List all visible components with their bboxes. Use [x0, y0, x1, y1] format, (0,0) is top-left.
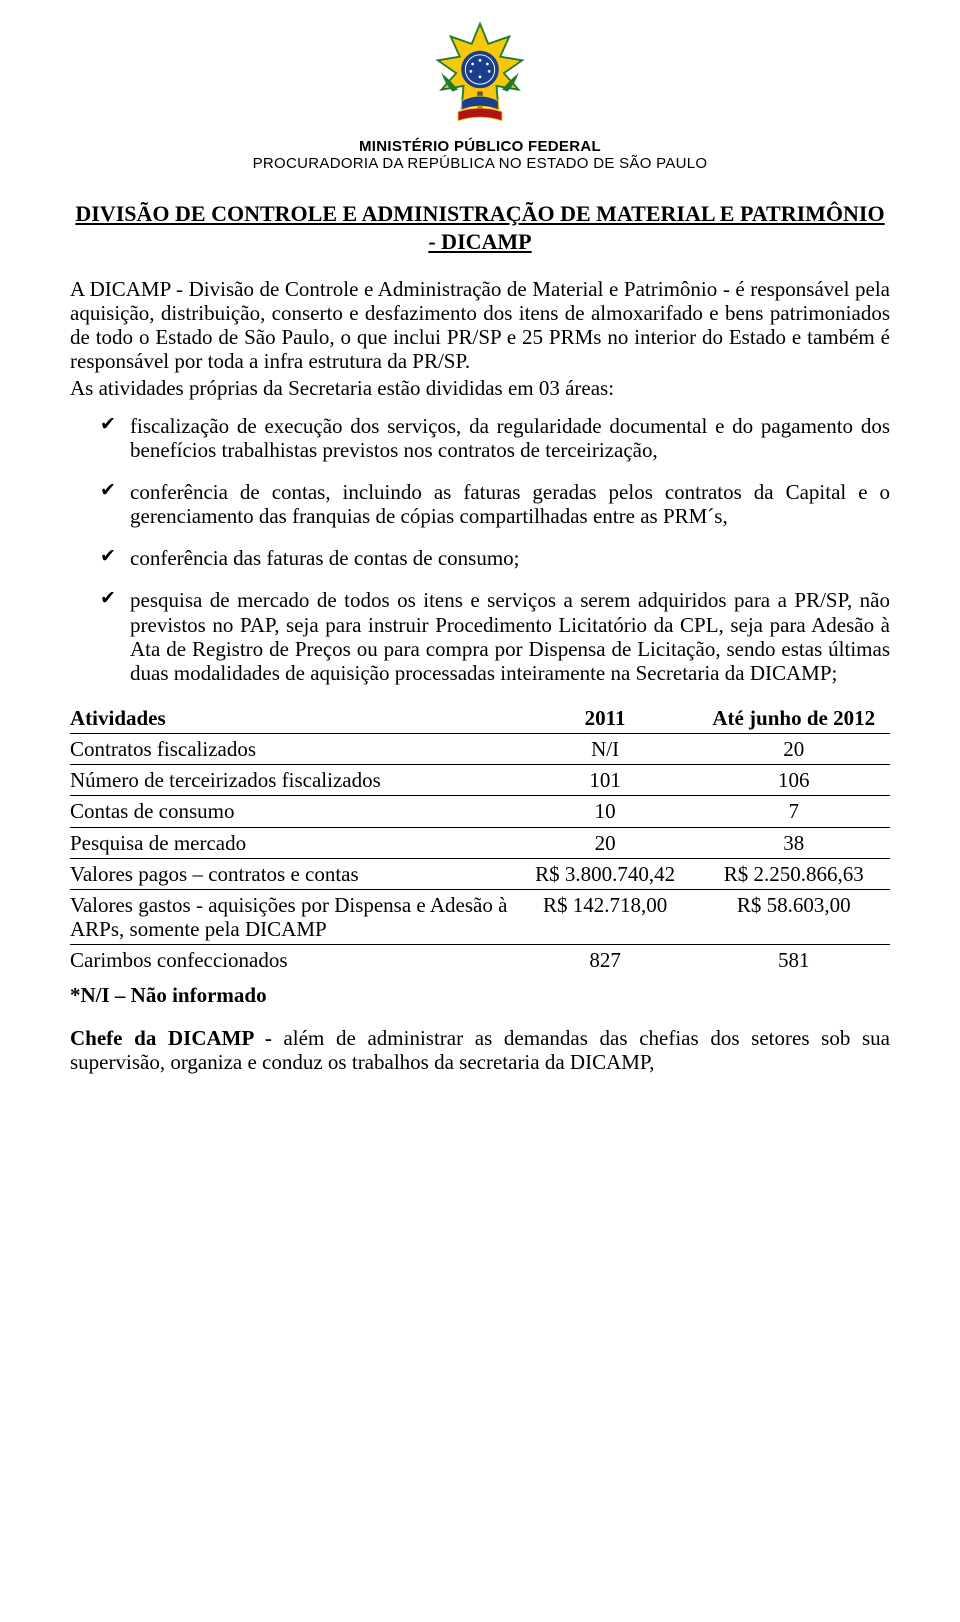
list-item: conferência de contas, incluindo as fatu…: [108, 480, 890, 528]
cell-value-2012: 106: [701, 765, 890, 796]
list-item: conferência das faturas de contas de con…: [108, 546, 890, 570]
intro-paragraph-2: As atividades próprias da Secretaria est…: [70, 376, 890, 400]
cell-value-2011: N/I: [513, 734, 702, 765]
table-row: Pesquisa de mercado2038: [70, 827, 890, 858]
brazil-coat-of-arms-icon: [425, 20, 535, 130]
activities-table: Atividades 2011 Até junho de 2012 Contra…: [70, 703, 890, 975]
cell-value-2011: 20: [513, 827, 702, 858]
list-item: pesquisa de mercado de todos os itens e …: [108, 588, 890, 685]
cell-value-2012: 20: [701, 734, 890, 765]
cell-value-2011: 827: [513, 945, 702, 976]
table-row: Valores gastos - aquisições por Dispensa…: [70, 889, 890, 944]
cell-activity-label: Contratos fiscalizados: [70, 734, 513, 765]
table-row: Contratos fiscalizadosN/I20: [70, 734, 890, 765]
table-header-row: Atividades 2011 Até junho de 2012: [70, 703, 890, 734]
column-header-activity: Atividades: [70, 703, 513, 734]
closing-bold-lead: Chefe da DICAMP -: [70, 1026, 283, 1050]
cell-value-2012: R$ 58.603,00: [701, 889, 890, 944]
closing-paragraph: Chefe da DICAMP - além de administrar as…: [70, 1026, 890, 1074]
cell-activity-label: Carimbos confeccionados: [70, 945, 513, 976]
cell-activity-label: Número de terceirizados fiscalizados: [70, 765, 513, 796]
cell-activity-label: Pesquisa de mercado: [70, 827, 513, 858]
cell-value-2011: R$ 142.718,00: [513, 889, 702, 944]
cell-value-2011: 101: [513, 765, 702, 796]
list-item: fiscalização de execução dos serviços, d…: [108, 414, 890, 462]
table-row: Contas de consumo107: [70, 796, 890, 827]
cell-value-2012: 7: [701, 796, 890, 827]
cell-value-2011: 10: [513, 796, 702, 827]
column-header-2011: 2011: [513, 703, 702, 734]
cell-activity-label: Valores gastos - aquisições por Dispensa…: [70, 889, 513, 944]
prosecutor-office-name: PROCURADORIA DA REPÚBLICA NO ESTADO DE S…: [70, 155, 890, 172]
cell-value-2012: 38: [701, 827, 890, 858]
table-footnote: *N/I – Não informado: [70, 983, 890, 1008]
ministry-name: MINISTÉRIO PÚBLICO FEDERAL: [70, 138, 890, 155]
cell-value-2011: R$ 3.800.740,42: [513, 858, 702, 889]
activities-bullet-list: fiscalização de execução dos serviços, d…: [70, 414, 890, 685]
document-header: MINISTÉRIO PÚBLICO FEDERAL PROCURADORIA …: [70, 20, 890, 172]
table-row: Valores pagos – contratos e contasR$ 3.8…: [70, 858, 890, 889]
table-row: Número de terceirizados fiscalizados1011…: [70, 765, 890, 796]
intro-paragraph-1: A DICAMP - Divisão de Controle e Adminis…: [70, 277, 890, 374]
column-header-2012: Até junho de 2012: [701, 703, 890, 734]
cell-value-2012: 581: [701, 945, 890, 976]
cell-activity-label: Contas de consumo: [70, 796, 513, 827]
table-row: Carimbos confeccionados827581: [70, 945, 890, 976]
section-title: DIVISÃO DE CONTROLE E ADMINISTRAÇÃO DE M…: [70, 200, 890, 255]
cell-activity-label: Valores pagos – contratos e contas: [70, 858, 513, 889]
cell-value-2012: R$ 2.250.866,63: [701, 858, 890, 889]
